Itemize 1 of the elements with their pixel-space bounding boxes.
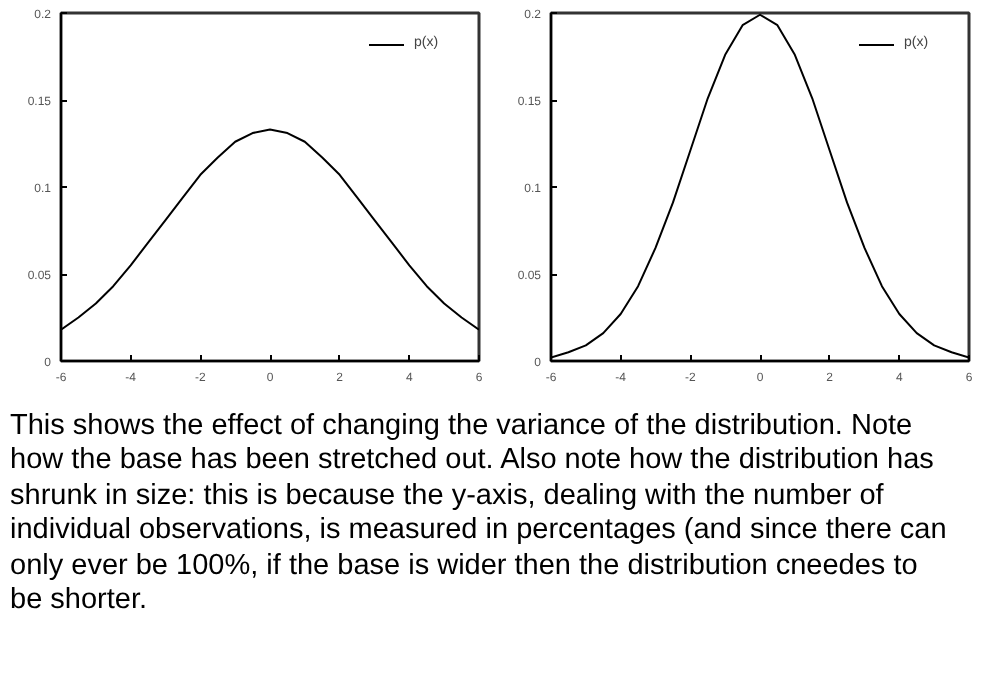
text: This shows the effect of changing the variance of the distribution. Note how the base has been stretched out. Also note how the distribution has shrunk in size: this is because the y-axis, dealing with the number of individual observations, is measured in percentages (and since there can only ever be 100%, if the base is wider then the distribution cneedes to be shorter. (10, 410, 949, 619)
